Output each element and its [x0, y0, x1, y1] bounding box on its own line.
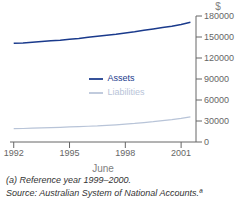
svg-text:60000: 60000	[204, 95, 229, 105]
svg-text:1992: 1992	[8, 148, 24, 158]
html-text:Liabilities: Liabilities	[107, 87, 145, 98]
html-text:Assets: Assets	[107, 73, 135, 84]
svg-text:150000: 150000	[204, 32, 234, 42]
svg-text:June: June	[92, 163, 114, 172]
svg-text:2001: 2001	[171, 148, 191, 158]
svg-text:120000: 120000	[204, 53, 234, 63]
svg-text:0: 0	[204, 137, 209, 147]
html-text:(a) Reference year 1999–2000.: (a) Reference year 1999–2000.	[6, 175, 132, 185]
svg-text:$: $	[215, 1, 221, 12]
svg-text:180000: 180000	[204, 11, 234, 21]
svg-text:1998: 1998	[115, 148, 135, 158]
svg-text:1995: 1995	[60, 148, 80, 158]
svg-text:30000: 30000	[204, 116, 229, 126]
html-text:Source: Australian System of N: Source: Australian System of National Ac…	[6, 188, 203, 198]
svg-text:90000: 90000	[204, 74, 229, 84]
